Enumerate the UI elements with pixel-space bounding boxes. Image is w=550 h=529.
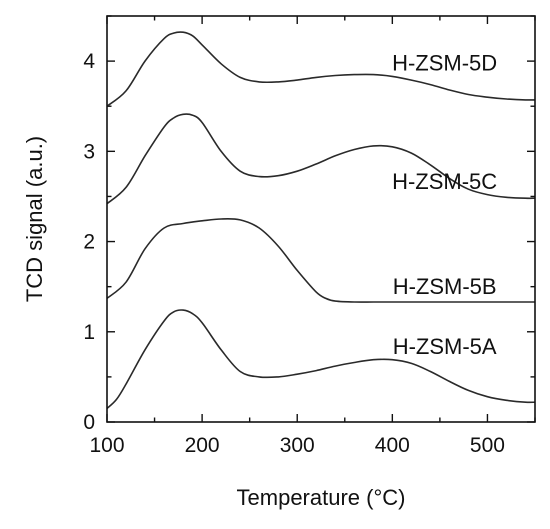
x-tick-label: 200 [185, 434, 220, 457]
x-tick-label: 100 [89, 434, 124, 457]
plot-frame [106, 15, 536, 423]
y-tick-label: 2 [83, 231, 95, 254]
series-line-h-zsm-5a [106, 309, 536, 410]
x-tick-label: 400 [375, 434, 410, 457]
label-layer: 100 200 300 400 500 0 1 2 3 4 H-ZSM-5D H-ZSM-5C H-ZS… [83, 50, 505, 457]
y-tick-label: 1 [83, 321, 95, 344]
series-layer [106, 31, 536, 410]
x-tick-label: 300 [280, 434, 315, 457]
series-line-h-zsm-5d [106, 31, 536, 107]
series-label: H-ZSM-5A [393, 334, 497, 359]
series-line-h-zsm-5b [106, 218, 535, 303]
y-tick-label: 0 [83, 411, 95, 434]
series-label: H-ZSM-5B [393, 274, 497, 299]
y-axis-title: TCD signal (a.u.) [22, 136, 47, 302]
x-axis-title: Temperature (°C) [237, 485, 406, 510]
y-tick-label: 3 [83, 140, 95, 163]
series-label: H-ZSM-5C [392, 169, 497, 194]
y-tick-label: 4 [83, 50, 95, 73]
series-label: H-ZSM-5D [392, 51, 497, 76]
series-line-h-zsm-5c [106, 113, 536, 205]
x-tick-label: 500 [470, 434, 505, 457]
